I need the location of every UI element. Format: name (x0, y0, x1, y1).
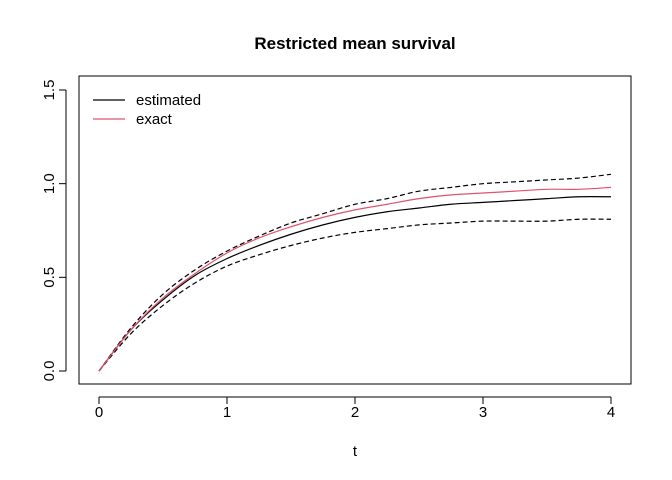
chart-title: Restricted mean survival (254, 34, 455, 53)
x-axis-label: t (353, 443, 358, 460)
y-tick-label: 0.0 (41, 361, 58, 382)
x-tick-label: 0 (95, 404, 103, 421)
legend-label: exact (136, 111, 173, 128)
series-exact-line (98, 186, 612, 372)
y-tick-label: 0.5 (41, 267, 58, 288)
plot-frame (78, 75, 632, 385)
series-estimated-line (98, 196, 612, 372)
x-tick-label: 4 (607, 404, 615, 421)
series-layer (98, 173, 612, 372)
y-tick-label: 1.5 (41, 80, 58, 101)
legend-label: estimated (136, 92, 201, 109)
x-tick-label: 2 (351, 404, 359, 421)
x-axis: 0 1 2 3 4 (95, 396, 615, 421)
legend: estimated exact (93, 92, 201, 128)
series-lower-ci-line (98, 218, 612, 372)
x-tick-label: 1 (223, 404, 231, 421)
y-axis: 0.0 0.5 1.0 1.5 (41, 80, 67, 382)
series-upper-ci-line (98, 173, 612, 372)
x-tick-label: 3 (479, 404, 487, 421)
y-tick-label: 1.0 (41, 173, 58, 194)
